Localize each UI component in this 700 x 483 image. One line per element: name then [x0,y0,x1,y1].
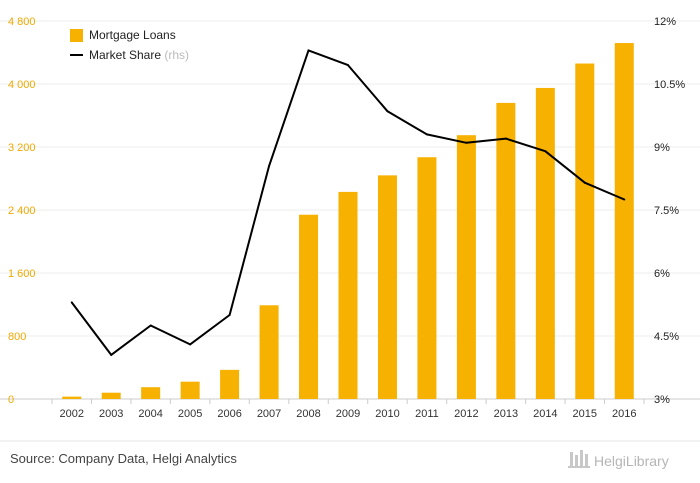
x-tick-label: 2013 [494,408,518,420]
y-axis-left: 0 800 1 600 2 400 3 200 4 000 4 800 [8,16,36,406]
bar-2009 [338,191,358,399]
legend-label: Market Share (rhs) [89,48,189,62]
bar-2016 [614,43,634,400]
legend-label: Mortgage Loans [89,28,176,42]
x-tick-label: 2010 [375,408,399,420]
y-left-tick-label: 4 800 [8,16,36,28]
bar-2014 [535,87,555,399]
y-right-tick-label: 10.5% [654,79,685,91]
brand-name: HelgiLibrary [594,453,669,469]
point-2004 [149,324,152,327]
brand-logo: HelgiLibrary [568,450,669,469]
x-tick-label: 2014 [533,408,557,420]
bar-2004 [141,387,161,399]
bar-2015 [575,63,595,400]
bar-2002 [62,396,82,399]
y-left-tick-label: 800 [8,331,26,343]
point-2007 [268,164,271,167]
x-tick-label: 2009 [336,408,360,420]
x-axis: 2002 2003 2004 2005 2006 2007 2008 2009 2010 2011… [51,399,645,420]
y-axis-right: 3% 4.5% 6% 7.5% 9% 10.5% 12% [654,16,685,406]
y-left-tick-label: 3 200 [8,142,36,154]
bar-2008 [299,214,319,399]
y-right-tick-label: 12% [654,16,676,28]
y-left-tick-label: 1 600 [8,268,36,280]
x-tick-label: 2006 [217,408,241,420]
y-left-tick-label: 0 [8,394,14,406]
point-2006 [228,314,231,316]
x-tick-label: 2003 [99,408,123,420]
point-2013 [504,137,507,140]
point-2014 [544,150,547,153]
x-tick-label: 2007 [257,408,281,420]
y-right-tick-label: 9% [654,142,670,154]
point-2011 [425,133,428,136]
y-right-tick-label: 6% [654,268,670,280]
bar-2011 [417,157,437,399]
bar-2013 [496,102,516,400]
point-2008 [307,49,310,52]
bar-2012 [456,135,476,399]
bar-series-mortgage-loans [62,43,634,400]
legend-swatch-bar [70,29,83,42]
x-tick-label: 2016 [612,408,636,420]
library-icon [568,450,590,468]
y-left-tick-label: 4 000 [8,79,36,91]
y-left-tick-label: 2 400 [8,205,36,217]
x-tick-label: 2008 [296,408,320,420]
y-right-tick-label: 3% [654,394,670,406]
point-2002 [70,301,73,304]
bar-2010 [377,175,397,399]
point-2009 [347,64,349,67]
y-right-tick-label: 4.5% [654,331,679,343]
x-tick-label: 2012 [454,408,478,420]
x-tick-label: 2004 [138,408,162,420]
bar-2003 [101,392,121,399]
x-tick-label: 2015 [573,408,597,420]
point-2016 [623,198,626,201]
point-2005 [189,343,192,346]
x-tick-label: 2002 [59,408,83,420]
point-2003 [110,353,113,356]
y-right-tick-label: 7.5% [654,205,679,217]
x-tick-label: 2005 [178,408,202,420]
legend-note: (rhs) [161,48,189,62]
line-series-market-share [70,49,626,356]
bar-2005 [180,381,200,399]
point-2015 [583,181,586,184]
point-2010 [386,110,389,113]
point-2012 [465,141,468,144]
legend: Mortgage Loans Market Share (rhs) [70,28,189,62]
bar-2006 [220,369,240,399]
x-tick-label: 2011 [415,408,439,420]
bar-2007 [259,305,279,399]
source-note: Source: Company Data, Helgi Analytics [10,451,237,466]
